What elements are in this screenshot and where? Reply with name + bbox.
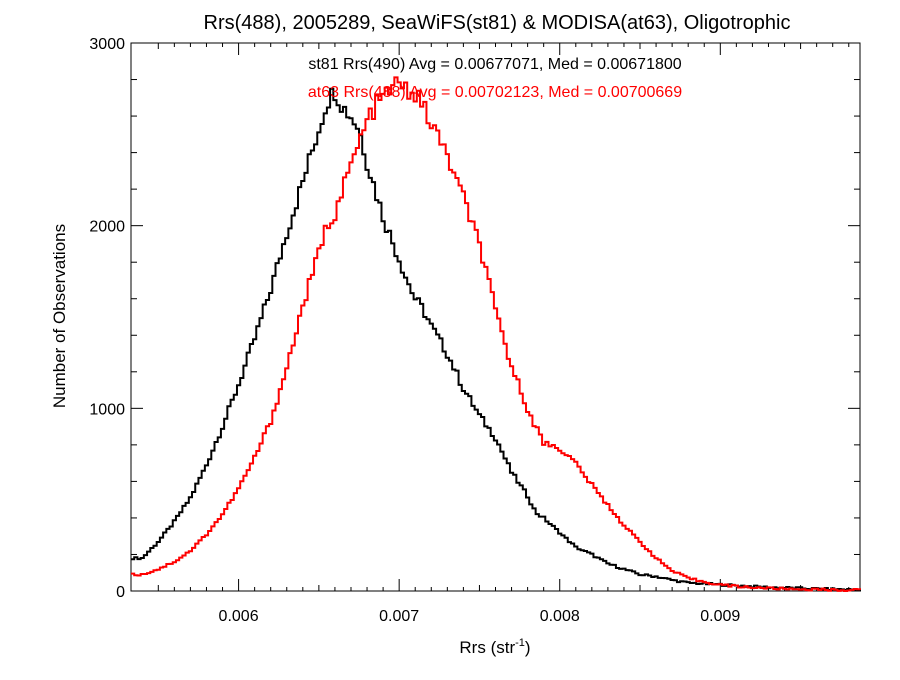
x-axis-label-sup: -1 — [515, 637, 525, 649]
x-axis-label-base: Rrs (str — [459, 638, 515, 657]
y-axis-label: Number of Observations — [50, 224, 69, 408]
y-axis: 0 1000 2000 3000 — [89, 36, 860, 601]
x-tick-label: 0.008 — [540, 608, 580, 625]
x-axis-label: Rrs (str-1) — [459, 637, 530, 657]
annotation-st81-stats: st81 Rrs(490) Avg = 0.00677071, Med = 0.… — [308, 56, 681, 73]
y-tick-label: 1000 — [89, 401, 125, 418]
x-axis-label-close: ) — [525, 638, 531, 657]
annotation-at63-stats: at63 Rrs(488) Avg = 0.00702123, Med = 0.… — [308, 84, 682, 101]
x-tick-label: 0.006 — [219, 608, 259, 625]
x-tick-label: 0.007 — [379, 608, 419, 625]
y-tick-label: 0 — [116, 584, 125, 601]
y-tick-label: 2000 — [89, 219, 125, 236]
series-line-st81 — [131, 87, 861, 592]
series-layer — [131, 76, 861, 592]
chart-title: Rrs(488), 2005289, SeaWiFS(st81) & MODIS… — [204, 12, 791, 34]
x-tick-label: 0.009 — [700, 608, 740, 625]
y-tick-label: 3000 — [89, 36, 125, 53]
x-axis: 0.006 0.007 0.008 0.009 — [157, 43, 850, 625]
plot-frame — [130, 42, 861, 592]
series-line-at63 — [131, 76, 861, 592]
